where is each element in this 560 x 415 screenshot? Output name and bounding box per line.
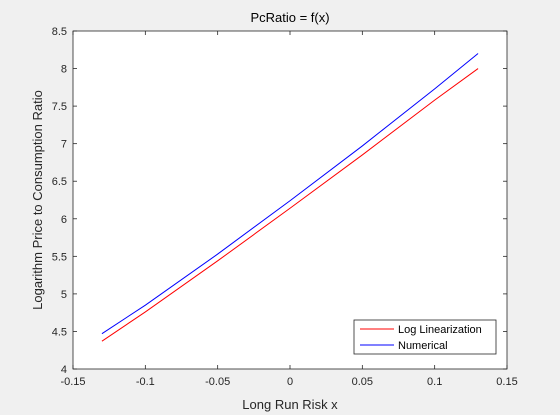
x-axis-label: Long Run Risk x	[242, 397, 338, 412]
legend-label-numerical: Numerical	[398, 340, 448, 352]
y-tick-label: 7	[61, 139, 67, 151]
x-tick-label: -0.05	[205, 376, 230, 388]
y-tick-label: 5	[61, 289, 67, 301]
x-tick-label: 0	[287, 376, 293, 388]
series-line-numerical	[101, 53, 479, 335]
legend: Log Linearization Numerical	[353, 319, 497, 355]
y-tick-label: 8.5	[52, 26, 67, 38]
x-tick-label: 0.1	[427, 376, 442, 388]
y-axis-label: Logarithm Price to Consumption Ratio	[30, 90, 45, 310]
ticks-layer: -0.15 -0.1 -0.05 0 0.05 0.1 0.15 4 4.5 5 5.5 6 6.5 7 7…	[52, 26, 518, 388]
chart-title: PcRatio = f(x)	[250, 10, 329, 25]
y-tick-label: 6.5	[52, 176, 67, 188]
x-tick-label: -0.1	[136, 376, 155, 388]
y-tick-label: 5.5	[52, 251, 67, 263]
x-tick-label: 0.05	[352, 376, 373, 388]
x-tick-label: -0.15	[60, 376, 85, 388]
legend-label-log-linearization: Log Linearization	[398, 324, 482, 336]
y-tick-label: 4.5	[52, 326, 67, 338]
y-tick-label: 7.5	[52, 101, 67, 113]
x-tick-label: 0.15	[496, 376, 517, 388]
legend-box	[353, 319, 497, 355]
y-tick-label: 6	[61, 214, 67, 226]
series-layer	[101, 53, 479, 342]
y-tick-label: 4	[61, 364, 67, 376]
series-line-log-linearization	[101, 68, 479, 342]
y-tick-label: 8	[61, 64, 67, 76]
plot-area	[73, 31, 507, 369]
